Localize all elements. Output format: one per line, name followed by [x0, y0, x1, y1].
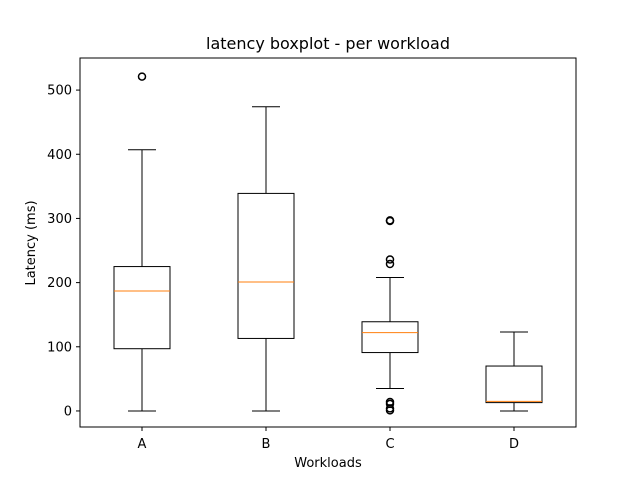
x-tick-label: D: [509, 437, 519, 452]
box-body: [361, 321, 419, 354]
y-tick-label: 200: [47, 276, 72, 291]
y-axis-label: Latency (ms): [24, 200, 39, 285]
outlier-point: [385, 255, 395, 264]
box-body: [113, 266, 171, 350]
box-body: [485, 365, 543, 404]
chart-title: latency boxplot - per workload: [206, 34, 450, 53]
y-tick-label: 500: [47, 84, 72, 99]
y-tick-label: 0: [64, 404, 72, 419]
y-tick-label: 400: [47, 148, 72, 163]
plot-marks: 0 100 200 300 400 500 A B C D: [47, 72, 543, 452]
outlier-point: [385, 259, 395, 269]
outlier-point: [385, 406, 395, 415]
x-tick-label: C: [385, 437, 394, 452]
x-axis-label: Workloads: [294, 456, 362, 471]
plot-area-frame: [79, 57, 577, 428]
x-tick-label: B: [262, 437, 271, 452]
y-tick-label: 100: [47, 340, 72, 355]
box-body: [237, 192, 295, 339]
x-tick-label: A: [138, 437, 147, 452]
outlier-point: [385, 216, 395, 226]
y-tick-label: 300: [47, 212, 72, 227]
outlier-point: [137, 72, 147, 81]
